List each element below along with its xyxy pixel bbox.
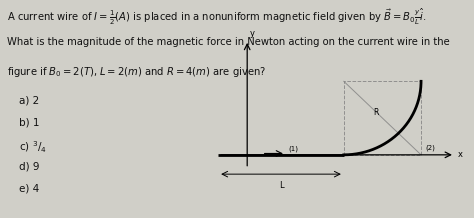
Text: d) 9: d) 9	[19, 161, 39, 171]
Text: R: R	[374, 108, 379, 117]
Text: (2): (2)	[425, 145, 435, 151]
Text: x: x	[457, 150, 462, 159]
Text: A current wire of $I = \frac{1}{2}(A)$ is placed in a nonuniform magnetic field : A current wire of $I = \frac{1}{2}(A)$ i…	[7, 7, 427, 27]
Text: c) $^3/_4$: c) $^3/_4$	[19, 140, 47, 155]
Text: e) 4: e) 4	[19, 183, 39, 193]
Text: What is the magnitude of the magnetic force in Newton acting on the current wire: What is the magnitude of the magnetic fo…	[7, 37, 450, 47]
Text: b) 1: b) 1	[19, 118, 39, 128]
Text: L: L	[279, 181, 283, 190]
Text: a) 2: a) 2	[19, 96, 39, 106]
Text: y: y	[250, 29, 255, 38]
Text: (1): (1)	[288, 145, 298, 152]
Text: figure if $B_0 = 2(T)$, $L = 2(m)$ and $R = 4(m)$ are given?: figure if $B_0 = 2(T)$, $L = 2(m)$ and $…	[7, 65, 266, 79]
